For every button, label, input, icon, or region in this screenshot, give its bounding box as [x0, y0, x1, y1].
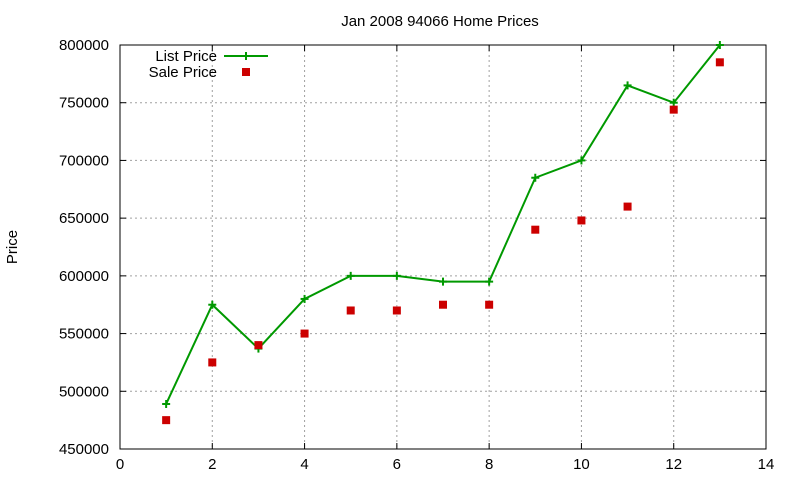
x-tick-label: 6 [393, 456, 401, 473]
list-price-point [162, 399, 171, 408]
ticks [119, 44, 767, 450]
legend-label-sale-price: Sale Price [149, 64, 217, 81]
y-axis-label: Price [4, 230, 21, 264]
x-tick-label: 2 [208, 456, 216, 473]
legend-key-square [242, 68, 250, 76]
y-tick-label: 550000 [59, 326, 109, 343]
grid [120, 45, 766, 449]
sale-price-point [254, 341, 263, 350]
x-tick-label: 8 [485, 456, 493, 473]
y-tick-label: 600000 [59, 268, 109, 285]
legend-label-list-price: List Price [155, 48, 217, 65]
y-tick-label: 500000 [59, 383, 109, 400]
list-price-point [531, 173, 540, 182]
series-line [165, 44, 721, 405]
x-tick-label: 0 [116, 456, 124, 473]
legend: List Price Sale Price [149, 48, 268, 81]
sale-price-point [162, 416, 171, 425]
sale-price-point [577, 216, 586, 225]
list-price-point [346, 271, 355, 280]
list-price-point [577, 156, 586, 165]
y-tick-label: 800000 [59, 37, 109, 54]
x-tick-label: 10 [573, 456, 590, 473]
sale-price-point [669, 105, 678, 114]
y-tick-label: 700000 [59, 152, 109, 169]
series-1 [162, 58, 724, 425]
series-0 [162, 41, 724, 408]
list-price-point [392, 271, 401, 280]
x-tick-labels: 0 2 4 6 8 10 12 14 [116, 456, 775, 473]
list-price-point [208, 300, 217, 309]
y-tick-label: 450000 [59, 441, 109, 458]
y-tick-label: 750000 [59, 95, 109, 112]
sale-price-point [346, 306, 355, 315]
legend-keys [224, 52, 268, 76]
plot-frame [119, 44, 767, 450]
y-tick-label: 650000 [59, 210, 109, 227]
chart-title: Jan 2008 94066 Home Prices [341, 13, 539, 30]
list-price-point [669, 98, 678, 107]
x-tick-label: 4 [300, 456, 308, 473]
x-tick-label: 12 [665, 456, 682, 473]
x-tick-label: 14 [758, 456, 775, 473]
list-price-point [300, 294, 309, 303]
list-price-point [715, 41, 724, 49]
sale-price-point [208, 358, 217, 367]
series-layer [162, 41, 724, 425]
list-price-point [623, 81, 632, 90]
sale-price-point [715, 58, 724, 67]
legend-key-cross [242, 52, 250, 60]
sale-price-point [300, 329, 309, 338]
list-price-point [485, 277, 494, 286]
sale-price-point [439, 300, 447, 309]
sale-price-point [531, 225, 540, 234]
y-tick-labels: 450000 500000 550000 600000 650000 700000 7500… [59, 37, 109, 458]
sale-price-point [392, 306, 401, 315]
sale-price-point [485, 300, 494, 309]
list-price-point [439, 277, 447, 286]
sale-price-point [623, 202, 632, 211]
